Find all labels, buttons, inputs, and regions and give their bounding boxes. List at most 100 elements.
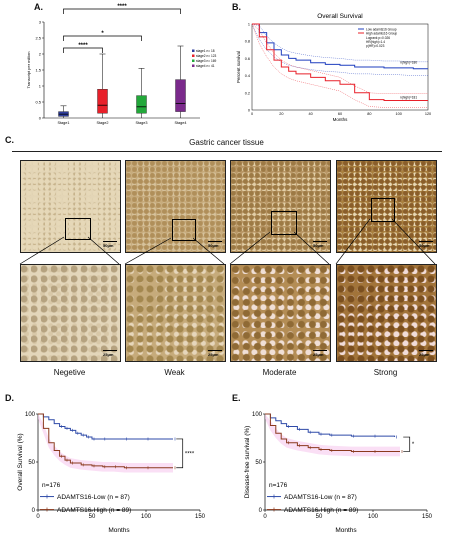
x-tick-label: 80	[367, 112, 371, 116]
y-tick-label: 1	[39, 84, 42, 89]
category-label-negative: Negetive	[53, 368, 86, 377]
y-tick-label: 50	[255, 460, 262, 466]
panel-letter-c: C.	[5, 135, 14, 145]
tissue-tile-negative-low: 50μm	[20, 160, 121, 253]
confidence-band	[38, 414, 173, 473]
legend-swatch	[192, 64, 195, 67]
zoom-box	[271, 211, 297, 235]
x-tick-label: 0	[36, 514, 40, 520]
zoom-box	[371, 198, 395, 222]
confidence-band	[251, 23, 428, 94]
panel-a-boxplot: 0 0.5 1 1.5 2 2.5 3 Transcript per million Stage…	[26, 4, 217, 125]
legend-label: stage4 n= 41	[196, 64, 215, 68]
y-tick-label: 3	[39, 20, 42, 25]
stat-label: Logrank p=0.026	[366, 36, 390, 40]
y-tick-label: 1.5	[35, 68, 41, 73]
significance-bracket	[63, 35, 142, 41]
x-tick-label: 100	[368, 514, 379, 520]
n-label-high: n(high)=181	[400, 96, 417, 100]
significance-label: ****	[117, 4, 127, 10]
x-tick-label: 0	[251, 112, 253, 116]
panel-letter-b: B.	[232, 2, 241, 12]
y-tick-label: 0	[248, 109, 250, 113]
x-tick-label: 150	[422, 514, 433, 520]
significance-label: *	[412, 442, 415, 448]
box	[175, 79, 186, 112]
significance-bracket	[63, 47, 103, 53]
zoom-box	[65, 218, 91, 240]
y-tick-label: 0.2	[245, 91, 250, 95]
tissue-title: Gastric cancer tissue	[189, 138, 264, 147]
legend-label: ADAMTS16-High (n = 89)	[57, 507, 131, 514]
plot-frame	[251, 23, 429, 111]
y-tick-label: 0	[32, 508, 36, 514]
zoom-connectors	[19, 218, 436, 265]
tissue-tile-moderate-low: 50μm	[230, 160, 331, 253]
x-tick-label: 100	[141, 514, 152, 520]
significance-label: ****	[185, 451, 195, 457]
tissue-tile-moderate-high: 25μm	[230, 264, 331, 362]
significance-bracket	[403, 436, 411, 452]
scale-bar: 50μm	[103, 241, 117, 248]
tissue-tile-negative-high: 25μm	[20, 264, 121, 362]
y-tick-label: 100	[25, 412, 36, 418]
category-label-weak: Weak	[164, 368, 185, 377]
scale-bar: 25μm	[208, 350, 222, 357]
y-tick-label: 2	[39, 52, 42, 57]
significance-label: ****	[78, 43, 88, 49]
x-tick-label: 40	[309, 112, 313, 116]
x-tick-label: Stage1	[57, 121, 69, 125]
survival-curve	[265, 413, 396, 438]
panel-e-survival: 0 50 100 0 50 100 150 Months Disease-free surviv…	[244, 412, 433, 534]
tissue-tile-weak-high: 25μm	[125, 264, 226, 362]
legend-label: stage1 n= 18	[196, 49, 215, 53]
survival-curve	[265, 413, 400, 452]
legend-swatch	[192, 54, 195, 57]
legend-label: High adamts16 Group	[366, 32, 397, 36]
y-axis-label: Disease-free survival (%)	[244, 426, 251, 499]
confidence-band	[251, 23, 428, 76]
scale-bar: 50μm	[419, 241, 433, 248]
survival-curve	[252, 23, 428, 70]
n-label: n=176	[42, 482, 61, 489]
zoom-box	[172, 219, 196, 241]
x-tick-label: Stage2	[96, 121, 108, 125]
stat-label: p(HR)=0.023	[366, 44, 385, 48]
survival-curve	[252, 23, 428, 102]
panel-d-survival: 0 50 100 0 50 100 150 Months Overall Survival (%…	[17, 412, 206, 534]
y-axis-label: Transcript per million	[26, 52, 31, 89]
survival-curve	[38, 413, 173, 469]
box	[136, 95, 147, 114]
y-axis-label: Percent survival	[236, 51, 241, 83]
scale-bar: 25μm	[419, 350, 433, 357]
x-tick-label: 50	[89, 514, 96, 520]
x-tick-label: Stage4	[174, 121, 186, 125]
y-tick-label: 0.4	[245, 74, 250, 78]
x-tick-label: 50	[316, 514, 323, 520]
stat-label: HR(high)=1.4	[366, 40, 385, 44]
scale-bar: 25μm	[103, 350, 117, 357]
tissue-tile-strong-low: 50μm	[336, 160, 437, 253]
category-label-moderate: Moderate	[262, 368, 297, 377]
legend-label: ADAMTS16-Low (n = 87)	[57, 494, 130, 501]
n-label-low: n(high)=180	[400, 60, 417, 64]
n-label: n=176	[269, 482, 288, 489]
chart-title: Overall Survival	[317, 13, 363, 20]
scale-bar: 50μm	[313, 241, 327, 248]
legend-swatch	[192, 49, 195, 52]
x-tick-label: 100	[395, 112, 401, 116]
x-tick-label: 0	[263, 514, 267, 520]
tissue-tile-strong-high: 25μm	[336, 264, 437, 362]
title-divider	[12, 151, 442, 152]
legend-label: ADAMTS16-High (n = 89)	[284, 507, 358, 514]
x-axis-label: Months	[333, 117, 349, 122]
y-tick-label: 0	[39, 116, 42, 121]
box	[97, 88, 108, 114]
y-tick-label: 0.5	[35, 100, 41, 105]
x-axis-label: Months	[108, 527, 130, 534]
panel-letter-e: E.	[232, 393, 241, 403]
significance-label: *	[101, 31, 104, 37]
y-tick-label: 100	[252, 412, 263, 418]
scale-bar: 50μm	[208, 241, 222, 248]
